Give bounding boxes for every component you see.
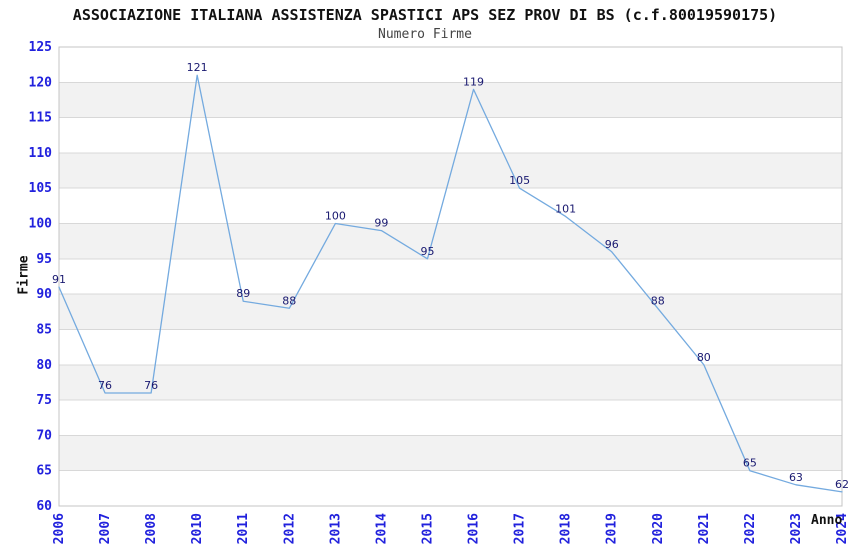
data-point-label: 88 (282, 294, 296, 307)
x-tick-label: 2010 (190, 513, 205, 544)
y-tick-label: 110 (29, 146, 53, 161)
x-tick-label: 2008 (144, 513, 159, 544)
x-tick-label: 2019 (605, 513, 620, 544)
plot-band (59, 152, 842, 189)
data-point-label: 96 (605, 238, 619, 251)
data-point-label: 62 (835, 478, 849, 491)
data-point-label: 76 (98, 379, 112, 392)
plot-band (59, 364, 842, 401)
x-axis-title: Anno (811, 513, 843, 528)
data-point-label: 65 (743, 457, 757, 470)
data-point-label: 100 (325, 210, 346, 223)
y-tick-label: 120 (29, 75, 53, 90)
y-tick-label: 75 (36, 393, 52, 408)
x-tick-label: 2014 (374, 513, 389, 544)
data-point-label: 63 (789, 471, 803, 484)
x-tick-label: 2024 (835, 513, 850, 544)
data-point-label: 95 (420, 245, 434, 258)
y-tick-label: 70 (36, 428, 52, 443)
data-point-label: 91 (52, 273, 66, 286)
y-tick-label: 125 (29, 40, 52, 55)
chart-title: ASSOCIAZIONE ITALIANA ASSISTENZA SPASTIC… (72, 6, 778, 24)
x-tick-label: 2011 (236, 513, 251, 544)
plot-band (59, 435, 842, 471)
data-point-label: 89 (236, 287, 250, 300)
x-tick-label: 2020 (651, 513, 666, 544)
y-tick-label: 90 (36, 287, 52, 302)
x-tick-label: 2006 (52, 513, 67, 544)
x-tick-label: 2016 (467, 513, 482, 544)
y-tick-label: 95 (36, 252, 52, 267)
y-tick-label: 115 (29, 111, 52, 126)
x-tick-label: 2022 (743, 513, 758, 544)
y-tick-label: 80 (36, 358, 52, 373)
x-tick-label: 2007 (98, 513, 113, 544)
x-tick-label: 2021 (697, 513, 712, 544)
x-tick-label: 2013 (328, 513, 343, 544)
y-tick-label: 65 (36, 464, 52, 479)
data-point-label: 101 (555, 202, 576, 215)
y-tick-label: 85 (36, 322, 52, 337)
data-point-label: 76 (144, 379, 158, 392)
data-point-label: 99 (374, 217, 388, 230)
y-tick-label: 100 (29, 217, 53, 232)
chart-subtitle: Numero Firme (378, 27, 472, 42)
data-point-label: 80 (697, 351, 711, 364)
plot-band (59, 223, 842, 259)
data-point-label: 105 (509, 174, 530, 187)
plot-band (59, 82, 842, 118)
plot-border (58, 46, 843, 507)
x-tick-label: 2015 (420, 513, 435, 544)
y-tick-label: 105 (29, 181, 52, 196)
plot-band (59, 294, 842, 330)
x-tick-label: 2023 (789, 513, 804, 544)
series-line (58, 74, 843, 493)
data-point-label: 119 (463, 75, 484, 88)
data-point-label: 88 (651, 294, 665, 307)
x-tick-label: 2012 (282, 513, 297, 544)
x-tick-label: 2017 (513, 513, 528, 544)
data-point-label: 121 (187, 61, 208, 74)
x-tick-label: 2018 (559, 513, 574, 544)
y-tick-label: 60 (36, 499, 52, 514)
